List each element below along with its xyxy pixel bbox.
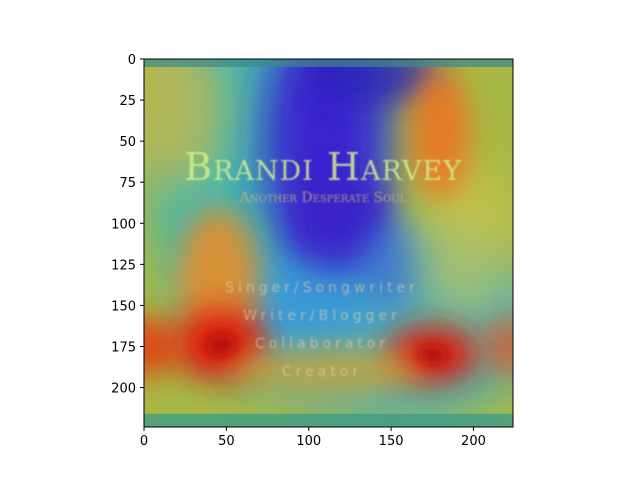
poster-role-4: Creator <box>282 364 362 380</box>
poster-name: Brandi Harvey <box>184 145 462 189</box>
poster-role-2: Writer/Blogger <box>243 308 401 324</box>
y-tick-label: 0 <box>128 53 136 68</box>
y-tick-label: 175 <box>111 341 136 356</box>
x-axis: 0 50 100 150 200 <box>140 427 486 449</box>
heatmap-blobs <box>144 59 513 427</box>
x-tick-label: 0 <box>140 434 148 449</box>
warm-top-left <box>144 59 227 191</box>
y-tick-label: 100 <box>111 217 136 232</box>
hot-edge-right <box>480 316 513 377</box>
bottom-edge-band <box>144 413 513 427</box>
cool-spot-bottom <box>234 264 383 347</box>
cold-spot-top <box>308 59 441 105</box>
hot-core-left <box>206 333 237 357</box>
top-edge-band <box>144 59 513 67</box>
heatmap: Brandi Harvey Another Desperate Soul Sin… <box>144 59 513 427</box>
hot-edge-left <box>144 316 186 377</box>
x-tick-label: 150 <box>379 434 404 449</box>
y-tick-label: 50 <box>119 135 136 150</box>
x-tick-label: 100 <box>296 434 321 449</box>
y-tick-label: 200 <box>111 382 136 397</box>
y-tick-label: 150 <box>111 299 136 314</box>
poster-tagline: Another Desperate Soul <box>239 190 407 206</box>
cool-spot-right <box>358 223 425 306</box>
y-tick-label: 25 <box>119 94 136 109</box>
warm-right <box>415 157 513 322</box>
y-axis: 0 25 50 75 100 125 150 175 200 <box>111 53 144 397</box>
poster-role-3: Collaborator <box>255 336 389 352</box>
hot-core-right <box>417 344 448 365</box>
hot-top-right <box>410 67 471 199</box>
x-tick-label: 50 <box>218 434 235 449</box>
poster-text: Brandi Harvey Another Desperate Soul Sin… <box>184 145 462 380</box>
warm-band-bottom <box>226 346 425 396</box>
y-tick-label: 125 <box>111 258 136 273</box>
x-tick-label: 200 <box>461 434 486 449</box>
axes-frame <box>143 58 514 428</box>
y-tick-label: 75 <box>119 176 136 191</box>
poster-role-1: Singer/Songwriter <box>225 280 419 296</box>
